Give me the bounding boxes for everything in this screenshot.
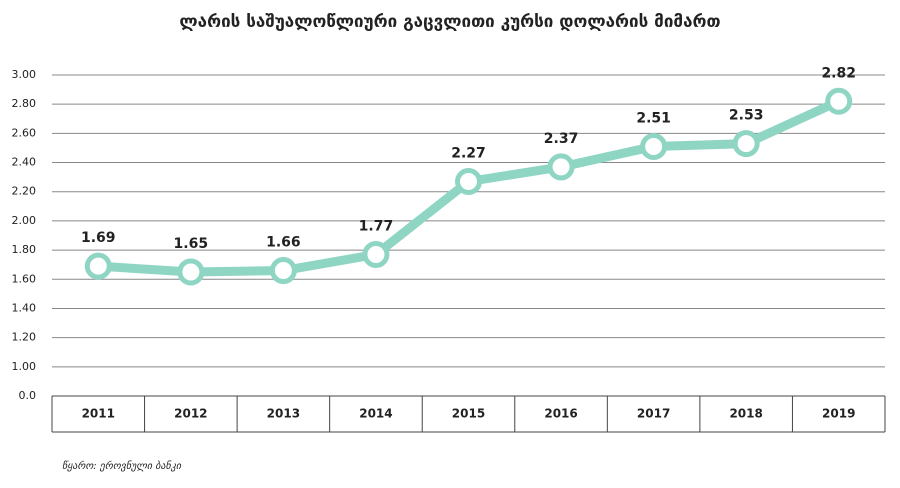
data-point	[177, 258, 205, 286]
y-tick-label: 2.00	[12, 214, 37, 227]
y-tick-label: 1.00	[12, 360, 37, 373]
data-label: 2.53	[729, 108, 764, 124]
x-tick-label: 2017	[637, 407, 670, 421]
data-label: 1.69	[81, 230, 116, 246]
data-point	[640, 132, 668, 160]
x-tick-label: 2013	[267, 407, 300, 421]
y-tick-label: 1.20	[12, 331, 37, 344]
y-tick-label: 3.00	[12, 68, 37, 81]
data-label: 2.82	[821, 65, 856, 81]
x-tick-label: 2019	[822, 407, 855, 421]
x-tick-label: 2015	[452, 407, 485, 421]
y-tick-label: 2.20	[12, 185, 37, 198]
data-label: 1.66	[266, 235, 301, 251]
y-tick-label: 1.80	[12, 243, 37, 256]
x-tick-label: 2012	[174, 407, 207, 421]
data-label: 1.65	[174, 236, 209, 252]
source-note: წყარო: ეროვნული ბანკი	[62, 460, 182, 472]
y-tick-label: 2.60	[12, 126, 37, 139]
data-point	[825, 87, 853, 115]
data-label: 2.27	[451, 146, 486, 162]
chart-title: ლარის საშუალოწლიური გაცვლითი კურსი დოლარ…	[179, 12, 720, 32]
data-point	[547, 153, 575, 181]
x-tick-label: 2011	[82, 407, 115, 421]
data-point	[732, 130, 760, 158]
data-label: 2.51	[636, 110, 671, 126]
x-tick-label: 2018	[729, 407, 762, 421]
y-tick-label: 2.40	[12, 156, 37, 169]
data-point	[84, 252, 112, 280]
data-point	[269, 257, 297, 285]
y-tick-label: 1.40	[12, 301, 37, 314]
x-tick-label: 2016	[544, 407, 577, 421]
data-label: 1.77	[359, 218, 394, 234]
data-point	[362, 240, 390, 268]
data-point	[455, 168, 482, 196]
data-label: 2.37	[544, 131, 579, 147]
y-tick-label: 1.60	[12, 272, 37, 285]
x-tick-label: 2014	[359, 407, 392, 421]
y-tick-label: 0.0	[19, 389, 37, 402]
y-tick-label: 2.80	[12, 97, 37, 110]
